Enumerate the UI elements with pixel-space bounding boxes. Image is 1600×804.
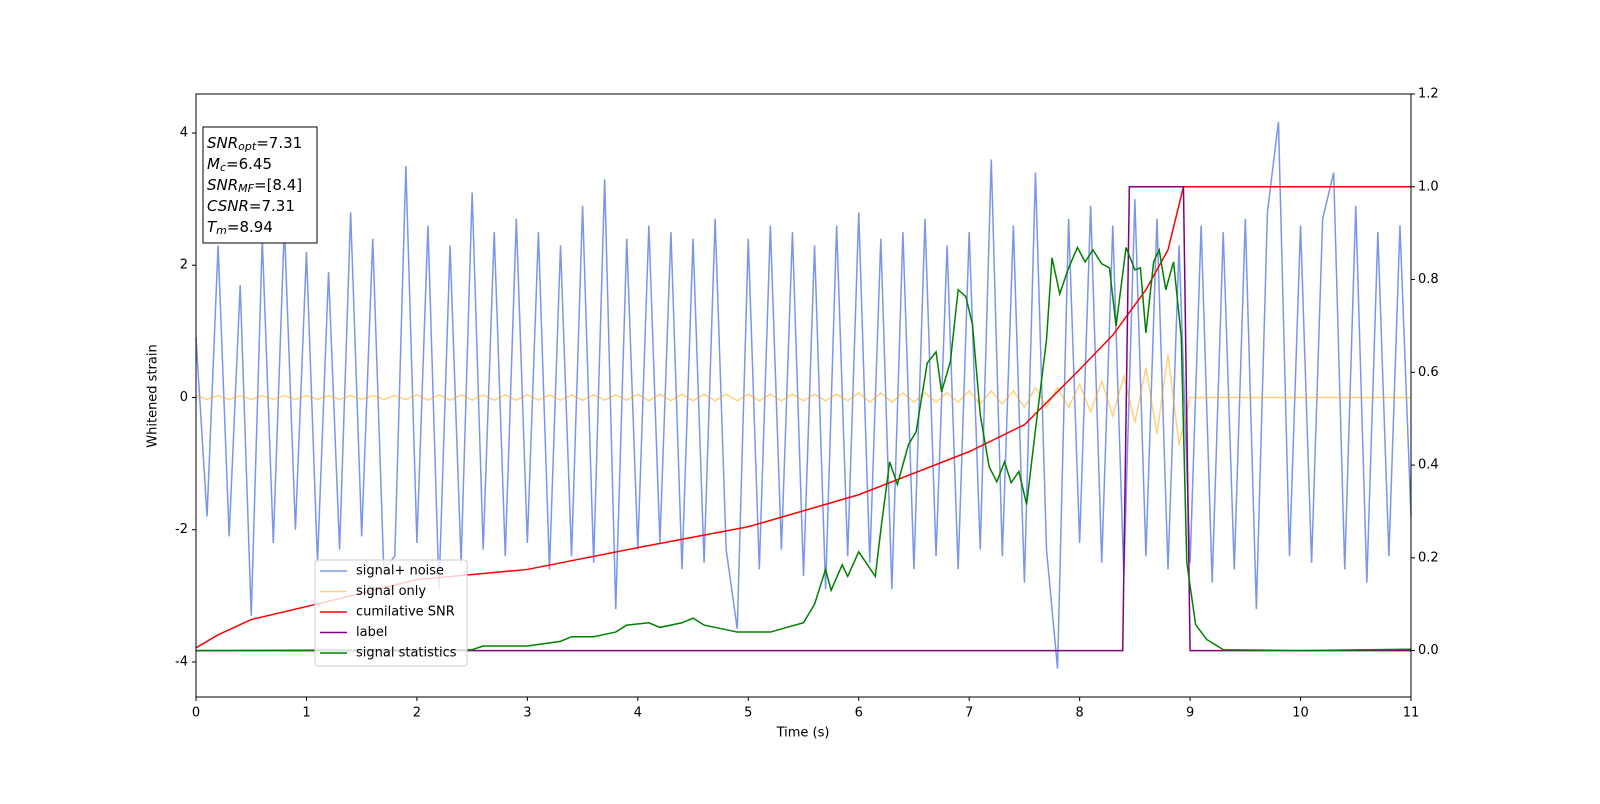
y-tick-label: 2 [180,258,188,273]
y2-tick-label: 0.2 [1418,550,1439,565]
x-tick-label: 10 [1292,706,1309,721]
y-tick-label: -4 [175,654,188,669]
y2-tick-label: 0.0 [1418,643,1439,658]
annotation-value: =7.31 [256,134,302,152]
annotation-text: SNRMF=[8.4] [207,176,302,196]
y2-tick-label: 1.2 [1418,87,1439,102]
x-tick-label: 4 [634,706,642,721]
annotation-symbol: M [207,155,220,173]
y2-tick-label: 1.0 [1418,179,1439,194]
x-tick-label: 5 [744,706,752,721]
x-tick-label: 9 [1186,706,1194,721]
x-tick-label: 0 [192,706,200,721]
annotation-symbol: T [207,218,218,236]
series-line [195,354,1411,446]
legend-label: signal only [356,584,426,599]
annotation-text: CSNR=7.31 [207,197,295,215]
annotation-text: Tm=8.94 [207,218,273,238]
legend-box [314,559,468,667]
annotation-symbol: CSNR [207,197,249,215]
legend-label: signal+ noise [356,564,444,579]
annotation-value: =7.31 [249,197,295,215]
series-line [195,186,1411,649]
annotation-text: Mc=6.45 [207,155,272,175]
annotation-value: =6.45 [226,155,272,173]
y2-tick-label: 0.6 [1418,365,1439,380]
legend-label: signal statistics [356,646,457,661]
y-axis-label: Whitened strain [146,344,161,447]
annotation-value: =8.94 [227,218,273,236]
x-tick-label: 1 [302,706,310,721]
annotation-subscript: opt [238,140,257,153]
y2-tick-label: 0.8 [1418,272,1439,287]
annotation-symbol: SNR [207,134,238,152]
annotation-value: =[8.4] [254,176,302,194]
plot-frame [195,93,1412,698]
legend-label: label [356,625,387,640]
y-tick-label: -2 [175,522,188,537]
series-line [195,245,1412,652]
y2-tick-label: 0.4 [1418,458,1439,473]
x-tick-label: 7 [965,706,973,721]
y-tick-label: 0 [180,390,188,405]
series-line [196,186,1411,652]
annotation-subscript: MF [238,182,254,195]
annotation-text: SNRopt=7.31 [207,134,302,154]
x-tick-label: 11 [1403,706,1420,721]
x-tick-label: 6 [855,706,863,721]
annotation-symbol: SNR [207,176,238,194]
x-tick-label: 3 [523,706,531,721]
x-axis-label: Time (s) [776,726,830,741]
y-tick-label: 4 [180,126,188,141]
annotation-subscript: m [216,224,227,237]
annotation-box [202,126,318,244]
x-tick-label: 8 [1075,706,1083,721]
annotation-subscript: c [220,161,226,174]
x-tick-label: 2 [413,706,421,721]
legend-label: cumilative SNR [356,605,455,620]
series-line [195,121,1412,669]
